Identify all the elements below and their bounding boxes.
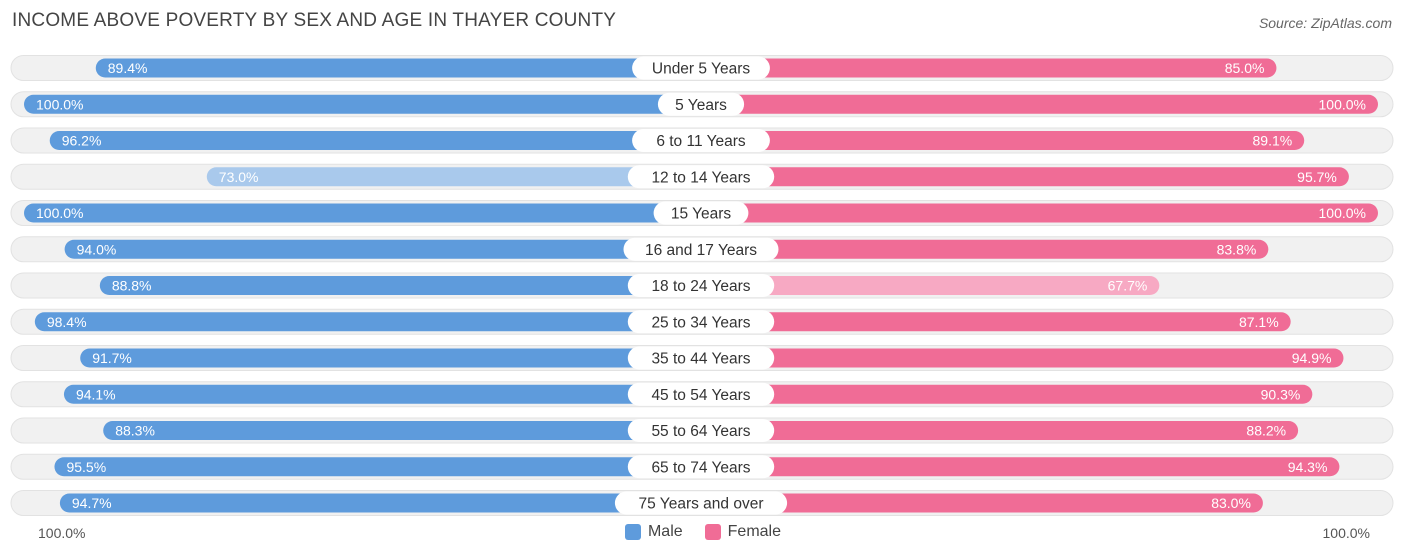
bar-male [64,239,702,259]
data-label-female: 90.3% [1261,386,1301,402]
category-pill [627,382,775,406]
legend-label-female: Female [727,523,782,540]
data-label-female: 83.8% [1217,241,1257,257]
legend: Male Female [0,523,1406,541]
source-note: Source: ZipAtlas.com [1258,15,1392,31]
data-label-female: 100.0% [1319,96,1366,112]
bar-female [701,239,1269,259]
bar-male [59,493,702,513]
category-pill [627,455,775,479]
data-label-female: 95.7% [1297,169,1337,185]
bar-female [701,312,1291,332]
category-pill [632,56,770,80]
category-label: Under 5 Years [652,61,750,78]
category-label: 16 and 17 Years [645,242,757,259]
data-label-female: 85.0% [1225,60,1265,76]
data-label-male: 100.0% [36,205,83,221]
data-label-female: 83.0% [1211,495,1251,511]
category-label: 75 Years and over [639,496,764,513]
bar-female [701,348,1344,368]
bar-male [34,312,701,332]
category-pill [627,274,775,297]
data-label-female: 87.1% [1239,314,1279,330]
bar-female [701,384,1313,404]
category-pill [627,346,775,370]
bar-male [99,276,702,295]
category-label: 45 to 54 Years [651,387,750,404]
category-label: 12 to 14 Years [651,169,750,186]
bar-male [95,58,701,78]
chart-title: INCOME ABOVE POVERTY BY SEX AND AGE IN T… [12,10,617,31]
bar-male [63,384,702,404]
data-label-female: 100.0% [1319,205,1366,221]
legend-item-female[interactable]: Female [704,523,782,541]
bar-female [701,203,1378,223]
category-pill [657,92,745,116]
data-label-male: 88.3% [115,423,155,439]
data-label-male: 88.8% [112,278,152,294]
data-label-female: 89.1% [1253,133,1293,149]
bar-male [49,131,701,150]
category-pill [632,129,770,152]
bar-female [701,276,1160,295]
bar-female [701,421,1299,440]
data-label-male: 98.4% [47,314,87,330]
bar-male [24,203,701,223]
data-label-male: 94.1% [76,386,116,402]
bar-female [701,457,1340,477]
legend-item-male[interactable]: Male [624,523,683,541]
data-label-male: 91.7% [92,350,132,366]
category-label: 18 to 24 Years [651,278,750,295]
category-label: 5 Years [675,97,727,114]
data-label-female: 88.2% [1246,423,1286,439]
bar-female [701,58,1277,78]
legend-swatch-male [624,524,641,540]
data-label-male: 96.2% [62,133,102,149]
category-label: 65 to 74 Years [651,459,750,476]
category-pill [627,310,775,334]
bar-female [701,94,1378,114]
data-label-male: 95.5% [66,459,106,475]
bar-female [701,131,1305,150]
data-label-female: 94.3% [1288,459,1328,475]
diverging-bar-chart: 89.4% 85.0% Under 5 Years 100.0% 100.0% 5 Yea… [10,55,1394,516]
data-label-male: 94.0% [77,241,117,257]
data-label-male: 94.7% [72,495,112,511]
category-label: 25 to 34 Years [651,314,750,331]
category-pill [627,419,775,442]
category-label: 35 to 44 Years [651,351,750,368]
legend-label-male: Male [647,523,683,540]
data-label-female: 67.7% [1108,278,1148,294]
category-pill [653,201,749,225]
data-label-male: 100.0% [36,96,83,112]
data-label-female: 94.9% [1292,350,1332,366]
bar-male [54,457,701,477]
category-label: 15 Years [671,206,732,223]
bar-female [701,167,1349,187]
bar-female [701,493,1263,513]
bar-male [103,421,702,440]
data-label-male: 89.4% [108,60,148,76]
category-label: 55 to 64 Years [651,423,750,440]
data-label-male: 73.0% [219,169,259,185]
bar-male [24,94,701,114]
bar-male [80,348,702,368]
category-pill [623,237,779,261]
legend-swatch-female [704,524,721,540]
bar-male [206,167,702,187]
axis-right-label: 100.0% [1322,525,1370,541]
axis-left-label: 100.0% [38,525,86,541]
category-pill [614,491,788,515]
category-pill [627,165,775,189]
category-label: 6 to 11 Years [656,133,746,150]
